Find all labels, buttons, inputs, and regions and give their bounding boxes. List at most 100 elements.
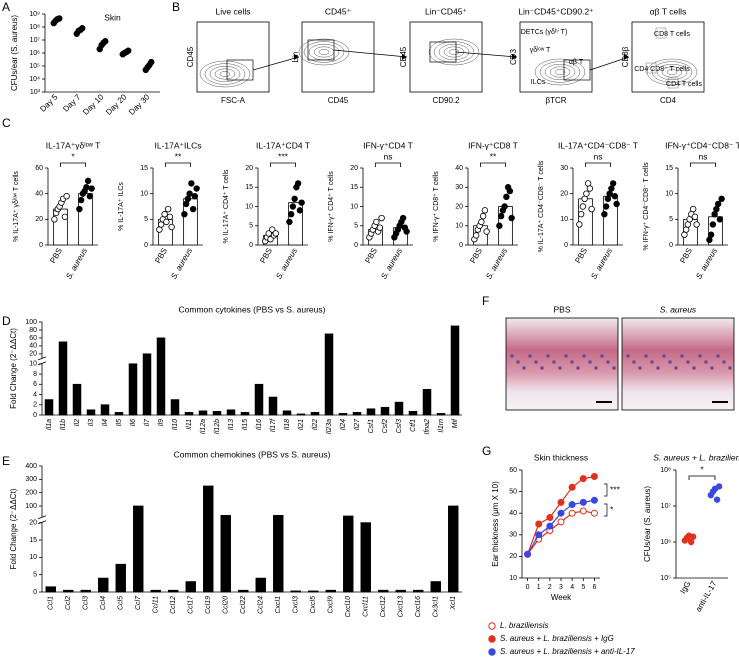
gate-arrow bbox=[589, 56, 630, 71]
gate-axis-label: CD90.2 bbox=[432, 96, 460, 105]
gate-label: CD4 CD8⁻ T cells bbox=[634, 66, 690, 73]
panel-label: F bbox=[482, 294, 489, 308]
y-tick-label: 10 bbox=[560, 216, 568, 223]
bar bbox=[86, 409, 96, 416]
bar bbox=[220, 514, 231, 593]
cell bbox=[644, 354, 648, 358]
significance: ns bbox=[594, 151, 603, 161]
point bbox=[687, 538, 695, 546]
gate-label: DETCs (γδʰⁱ T) bbox=[521, 28, 568, 36]
cell bbox=[638, 366, 642, 370]
gate-label: ILCs bbox=[531, 79, 546, 86]
x-tick-label: 6 bbox=[592, 584, 596, 591]
x-tick-label: 4 bbox=[570, 584, 574, 591]
bar bbox=[378, 589, 389, 593]
point bbox=[269, 226, 276, 233]
bar bbox=[212, 411, 222, 416]
bar bbox=[394, 401, 404, 416]
point bbox=[79, 25, 86, 32]
point bbox=[191, 193, 199, 200]
y-tick-label: 20 bbox=[350, 165, 358, 172]
x-tick-label: Day 5 bbox=[38, 92, 60, 114]
sig-bracket bbox=[585, 162, 611, 167]
bar bbox=[296, 413, 306, 416]
bar bbox=[395, 589, 406, 593]
sig-bracket bbox=[60, 162, 86, 167]
chart-title: Common chemokines (PBS vs S. aureus) bbox=[174, 449, 331, 459]
point bbox=[287, 210, 295, 218]
x-tick-label: Il21 bbox=[298, 419, 305, 430]
y-tick-label: 10 bbox=[350, 203, 358, 210]
point bbox=[709, 221, 717, 228]
bar bbox=[168, 589, 179, 593]
point bbox=[84, 177, 92, 185]
bar bbox=[150, 589, 161, 593]
x-tick-label: Csf2 bbox=[382, 419, 389, 434]
y-tick-label: 0 bbox=[354, 242, 358, 249]
axis-break bbox=[38, 358, 46, 364]
x-tick-label: Il2 bbox=[74, 419, 81, 427]
y-tick-label: 10⁷ bbox=[30, 37, 41, 44]
contour bbox=[433, 41, 475, 63]
point bbox=[590, 472, 598, 480]
x-tick-label: Il15 bbox=[242, 419, 249, 430]
bar bbox=[413, 589, 424, 593]
x-tick-label: Ccl5 bbox=[118, 596, 125, 610]
chart-title: IL-17A⁺CD4 T bbox=[256, 140, 310, 150]
x-tick-label: 1 bbox=[537, 584, 541, 591]
y-tick-label: 10 bbox=[455, 223, 463, 230]
y-axis-label: CFUs/ear (S. aureus) bbox=[643, 486, 652, 562]
x-tick-label: Mif bbox=[452, 418, 459, 428]
gate-plot-title: Live cells bbox=[216, 6, 251, 16]
x-tick-label: Il7 bbox=[144, 418, 151, 427]
contour bbox=[199, 60, 251, 88]
y-axis-label: Fold Change (2⁻ΔΔCt) bbox=[9, 328, 18, 409]
contour bbox=[204, 63, 246, 85]
point bbox=[286, 218, 293, 226]
x-tick-label: Ccl4 bbox=[100, 596, 107, 610]
contour bbox=[534, 58, 586, 86]
point bbox=[689, 533, 697, 540]
contour bbox=[661, 66, 683, 78]
x-tick-label: Il18 bbox=[284, 419, 291, 430]
point bbox=[557, 518, 565, 526]
axis-break-mark bbox=[37, 361, 47, 366]
bar bbox=[422, 389, 432, 416]
bar bbox=[273, 514, 284, 593]
x-tick-label: Il1b bbox=[60, 419, 67, 430]
gate-axis-label: CD45 bbox=[399, 46, 408, 67]
point bbox=[267, 236, 274, 243]
panel-label: E bbox=[2, 454, 10, 468]
y-axis-label: Fold Change (2⁻ΔΔCt) bbox=[9, 488, 18, 569]
bar bbox=[80, 589, 91, 593]
point bbox=[611, 193, 619, 200]
x-tick-label: Cx3cl1 bbox=[433, 596, 440, 618]
contour bbox=[554, 69, 566, 75]
x-tick-label: Il13 bbox=[228, 419, 235, 430]
bar bbox=[325, 589, 336, 593]
bar bbox=[436, 413, 446, 416]
bar bbox=[156, 337, 166, 416]
x-tick-label: Il23a bbox=[326, 419, 333, 434]
chart-title: IFN-γ⁺CD4⁻CD8⁻ T bbox=[665, 140, 739, 150]
x-tick-label: Day 20 bbox=[104, 92, 129, 117]
x-tick-label: Ifna2 bbox=[424, 419, 431, 435]
significance: ns bbox=[384, 151, 393, 161]
point bbox=[590, 509, 598, 517]
point bbox=[289, 203, 297, 210]
y-tick-label: 10 bbox=[245, 203, 253, 210]
x-tick-label: Ccl24 bbox=[258, 596, 265, 614]
gate-axis-label: βTCR bbox=[545, 96, 566, 105]
gate-axis-label: CD3 bbox=[509, 48, 518, 65]
point bbox=[568, 509, 576, 517]
x-tick-label: Csf1 bbox=[368, 419, 375, 434]
x-tick-label: Il12a bbox=[200, 419, 207, 434]
point bbox=[373, 218, 380, 226]
y-tick-label: 60 bbox=[509, 467, 517, 474]
cell bbox=[704, 360, 708, 364]
cell bbox=[722, 360, 726, 364]
gate-plot-title: Lin⁻CD45⁺CD90.2⁺ bbox=[518, 6, 594, 16]
bar bbox=[360, 522, 371, 593]
y-tick-label: 10⁵ bbox=[29, 63, 40, 70]
y-tick-label: 10⁶ bbox=[29, 50, 40, 57]
